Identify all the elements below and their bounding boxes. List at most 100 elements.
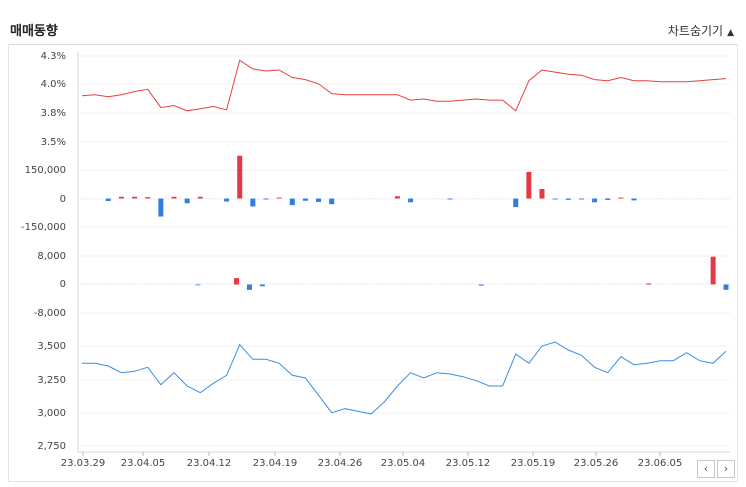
volume-1-bar — [171, 196, 177, 199]
y-tick-label: 4.3% — [41, 51, 66, 62]
volume-2-bar — [131, 283, 137, 285]
volume-2-bar — [143, 283, 149, 285]
volume-1-bar — [342, 197, 348, 199]
volume-2-bar — [684, 283, 690, 285]
volume-2-bar — [169, 283, 175, 285]
x-tick-label: 23.04.19 — [253, 458, 298, 469]
y-tick-label: 3.8% — [41, 108, 66, 119]
volume-2-bar — [723, 284, 729, 290]
volume-2-bar — [568, 283, 574, 285]
volume-1-bar — [210, 197, 216, 199]
volume-2-bar — [620, 283, 626, 285]
price-line — [82, 341, 727, 415]
volume-1-bar — [539, 189, 545, 199]
volume-2-bar — [285, 283, 291, 285]
y-tick-label: 3.5% — [41, 137, 66, 148]
volume-1-bar — [263, 198, 269, 200]
volume-2-bar — [349, 283, 355, 285]
next-page-button[interactable]: › — [717, 460, 735, 478]
volume-1-bar — [237, 155, 243, 199]
volume-2-bar — [556, 283, 562, 285]
volume-1-bar — [434, 197, 440, 199]
hide-chart-toggle[interactable]: 차트숨기기 ▲ — [668, 22, 734, 39]
volume-2-bar — [543, 283, 549, 285]
volume-1-bar — [500, 197, 506, 199]
y-tick-label: 0 — [60, 194, 66, 205]
volume-2-bar — [221, 283, 227, 285]
volume-2-bar — [504, 283, 510, 285]
volume-2-bar — [234, 278, 240, 285]
volume-1-bar — [197, 196, 203, 199]
y-tick-label: 8,000 — [37, 251, 66, 262]
volume-2-bar — [388, 283, 394, 285]
volume-1-bar — [408, 198, 414, 203]
volume-2-bar — [659, 283, 665, 285]
volume-1-bar — [578, 198, 584, 200]
volume-2-bar — [272, 283, 278, 285]
volume-1-bar — [329, 198, 335, 205]
x-tick-label: 23.04.05 — [121, 458, 166, 469]
volume-2-bar — [259, 284, 265, 287]
header-divider — [8, 44, 738, 45]
volume-1-bar — [460, 197, 466, 199]
volume-1-bar — [355, 197, 361, 199]
volume-1-bar — [723, 197, 729, 199]
chart-frame — [8, 44, 738, 482]
volume-2-bar — [491, 283, 497, 285]
volume-1-bar — [92, 197, 98, 199]
volume-1-bar — [250, 198, 256, 207]
x-tick-label: 23.06.05 — [638, 458, 683, 469]
y-tick-label: 3,500 — [37, 341, 66, 352]
volume-1-bar — [158, 198, 164, 217]
volume-2-bar — [311, 283, 317, 285]
volume-2-bar — [517, 283, 523, 285]
volume-1-bar — [224, 198, 230, 202]
volume-2-bar — [105, 283, 111, 285]
volume-1-bar — [381, 197, 387, 199]
volume-2-bar — [427, 283, 433, 285]
volume-1-bar — [710, 197, 716, 199]
y-tick-label: 0 — [60, 279, 66, 290]
volume-2-bar — [671, 283, 677, 285]
triangle-up-icon: ▲ — [727, 28, 734, 38]
volume-1-bar — [184, 198, 190, 204]
volume-2-bar — [440, 283, 446, 285]
volume-2-bar — [633, 283, 639, 285]
volume-2-bar — [465, 283, 471, 285]
y-tick-label: 3,000 — [37, 408, 66, 419]
volume-1-bar — [473, 197, 479, 199]
volume-2-bar — [530, 283, 536, 285]
volume-1-bar — [302, 198, 308, 201]
volume-1-bar — [118, 196, 124, 199]
volume-2-bar — [414, 283, 420, 285]
volume-1-bar — [526, 171, 532, 199]
volume-1-bar — [552, 198, 558, 200]
volume-1-bar — [79, 197, 85, 199]
y-tick-label: -150,000 — [21, 222, 66, 233]
volume-1-bar — [605, 198, 611, 201]
volume-2-bar — [324, 283, 330, 285]
volume-1-bar — [592, 198, 598, 203]
volume-1-bar — [618, 197, 624, 199]
volume-2-bar — [92, 283, 98, 285]
hide-chart-label: 차트숨기기 — [667, 24, 724, 38]
volume-1-bar — [132, 196, 138, 199]
volume-1-bar — [105, 198, 111, 201]
volume-1-bar — [447, 198, 453, 200]
volume-1-bar — [684, 197, 690, 199]
x-tick-label: 23.03.29 — [61, 458, 106, 469]
volume-2-bar — [156, 283, 162, 285]
y-tick-label: -8,000 — [34, 308, 66, 319]
volume-2-bar — [646, 283, 652, 285]
volume-2-bar — [118, 283, 124, 285]
y-tick-label: 3,250 — [37, 375, 66, 386]
y-tick-label: 150,000 — [25, 165, 66, 176]
volume-2-bar — [478, 284, 484, 286]
volume-1-bar — [565, 198, 571, 200]
volume-2-bar — [375, 283, 381, 285]
prev-page-button[interactable]: ‹ — [697, 460, 715, 478]
volume-1-bar — [631, 198, 637, 201]
volume-2-bar — [246, 284, 252, 290]
volume-2-bar — [594, 283, 600, 285]
y-tick-label: 4.0% — [41, 79, 66, 90]
